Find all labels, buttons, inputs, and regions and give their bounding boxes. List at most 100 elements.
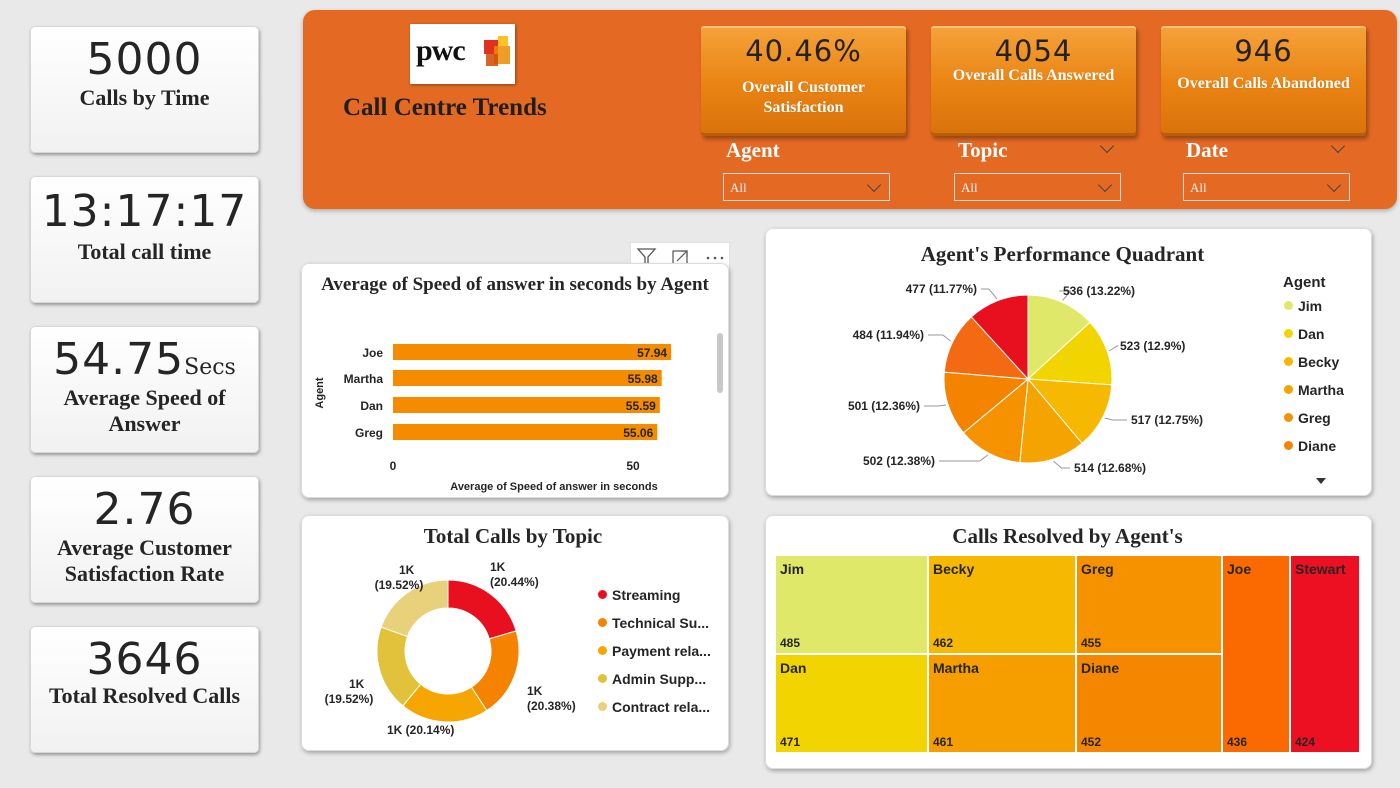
treemap-tile[interactable]: Becky 462 bbox=[928, 555, 1076, 654]
pie-slice[interactable] bbox=[1027, 294, 1091, 381]
chevron-down-icon bbox=[866, 177, 882, 193]
treemap-area: Jim 485 Dan 471 Becky 462 Martha 461 Greg 455 Dian… bbox=[775, 555, 1360, 753]
legend-dot-icon bbox=[1284, 329, 1293, 338]
tile-value: 461 bbox=[933, 735, 954, 749]
bar-category-label: Joe bbox=[362, 346, 383, 360]
kpi-label: Total Resolved Calls bbox=[48, 683, 241, 708]
legend-item[interactable]: Streaming bbox=[598, 587, 680, 603]
bar[interactable] bbox=[393, 370, 662, 386]
legend-dot-icon bbox=[598, 590, 607, 599]
scrollbar[interactable] bbox=[717, 333, 723, 393]
slice-label-percent: 1K (20.14%) bbox=[387, 723, 454, 737]
legend-dot-icon bbox=[598, 674, 607, 683]
pwc-logo: pwc bbox=[410, 24, 515, 84]
calls-by-topic-donut-chart[interactable]: Total Calls by Topic 1K (20.44%) 1K (20.38%… bbox=[301, 515, 729, 751]
slice-label: 501 (12.36%) bbox=[848, 399, 920, 413]
header-banner: pwc Call Centre Trends 40.46% Overall Cu… bbox=[303, 10, 1397, 209]
tile-value: 452 bbox=[1081, 735, 1102, 749]
kpi-total-resolved-calls: 3646 Total Resolved Calls bbox=[30, 626, 259, 753]
legend-item[interactable]: Martha bbox=[1284, 382, 1344, 398]
treemap-tile[interactable]: Martha 461 bbox=[928, 654, 1076, 753]
legend-label: Streaming bbox=[612, 587, 681, 603]
kpi-label: Total call time bbox=[77, 239, 212, 264]
legend-item[interactable]: Jim bbox=[1284, 298, 1322, 314]
tile-value: 424 bbox=[1295, 735, 1316, 749]
pie-slice[interactable] bbox=[970, 294, 1029, 381]
treemap-tile[interactable]: Stewart 424 bbox=[1290, 555, 1360, 753]
slicer-topic-dropdown[interactable]: All bbox=[954, 173, 1121, 201]
tile-label: Diane bbox=[1081, 660, 1120, 676]
pie-chart-plot: 536 (13.22%) 523 (12.9%) 517 (12.75%) 514 (… bbox=[848, 282, 1203, 475]
logo-text: pwc bbox=[416, 34, 466, 67]
bar-value-label: 55.59 bbox=[626, 399, 656, 413]
slicer-date-label: Date bbox=[1186, 138, 1228, 162]
legend-item[interactable]: Greg bbox=[1284, 410, 1331, 426]
bar-category-label: Martha bbox=[344, 372, 384, 386]
legend-scroll-down-icon[interactable] bbox=[1316, 478, 1326, 484]
legend-dot-icon bbox=[1284, 385, 1293, 394]
slicer-agent-value: All bbox=[730, 180, 747, 195]
legend-label: Greg bbox=[1298, 410, 1331, 426]
legend-label: Admin Supp... bbox=[612, 671, 707, 687]
kpi-label: Average Speed of Answer bbox=[63, 385, 226, 436]
legend-item[interactable]: Contract rela... bbox=[598, 699, 710, 715]
card-customer-satisfaction: 40.46% Overall Customer Satisfaction bbox=[701, 26, 906, 136]
treemap-tile[interactable]: Diane 452 bbox=[1076, 654, 1222, 753]
more-options-icon[interactable] bbox=[706, 256, 724, 260]
tile-label: Stewart bbox=[1295, 561, 1346, 577]
legend-label: Martha bbox=[1298, 382, 1344, 398]
legend-item[interactable]: Admin Supp... bbox=[598, 671, 706, 687]
legend-dot-icon bbox=[1284, 357, 1293, 366]
kpi-value: 13:17:17 bbox=[41, 186, 248, 237]
bar[interactable] bbox=[393, 397, 660, 413]
agent-performance-pie-chart[interactable]: Agent's Performance Quadrant 536 (13.22%… bbox=[765, 228, 1372, 496]
x-axis-label: Average of Speed of answer in seconds bbox=[450, 481, 657, 493]
card-label: Overall Calls Abandoned bbox=[1177, 75, 1350, 92]
legend-item[interactable]: Payment rela... bbox=[598, 643, 711, 659]
pie-slice[interactable] bbox=[962, 377, 1029, 464]
chevron-down-icon[interactable] bbox=[1099, 138, 1115, 154]
calls-resolved-treemap[interactable]: Calls Resolved by Agent's Jim 485 Dan 471 Be… bbox=[765, 515, 1372, 769]
donut-slice[interactable] bbox=[380, 579, 449, 638]
kpi-value: 54.75Secs bbox=[30, 334, 259, 385]
kpi-calls-by-time: 5000 Calls by Time bbox=[30, 26, 259, 153]
dashboard-title: Call Centre Trends bbox=[343, 94, 547, 121]
slice-label: 517 (12.75%) bbox=[1131, 413, 1203, 427]
chevron-down-icon[interactable] bbox=[1330, 138, 1346, 154]
leader-line bbox=[939, 454, 989, 462]
bar-value-label: 55.06 bbox=[623, 426, 653, 440]
slicer-agent-label: Agent bbox=[726, 138, 780, 162]
bar[interactable] bbox=[393, 344, 672, 360]
card-value: 4054 bbox=[994, 34, 1073, 68]
leader-line bbox=[1053, 460, 1070, 469]
chart-title: Agent's Performance Quadrant bbox=[920, 242, 1205, 266]
tile-value: 436 bbox=[1227, 735, 1248, 749]
treemap-tile[interactable]: Greg 455 bbox=[1076, 555, 1222, 654]
slice-label: 514 (12.68%) bbox=[1074, 461, 1146, 475]
slice-label-value: 1K bbox=[490, 560, 506, 574]
bar-category-label: Dan bbox=[360, 399, 383, 413]
tile-label: Greg bbox=[1081, 561, 1114, 577]
bar[interactable] bbox=[393, 424, 658, 440]
legend-item[interactable]: Dan bbox=[1284, 326, 1324, 342]
legend-item[interactable]: Becky bbox=[1284, 354, 1339, 370]
legend-item[interactable]: Technical Su... bbox=[598, 615, 709, 631]
treemap-tile[interactable]: Joe 436 bbox=[1222, 555, 1290, 753]
slicer-agent-dropdown[interactable]: All bbox=[723, 173, 890, 201]
pie-slice[interactable] bbox=[943, 371, 1030, 434]
kpi-value: 5000 bbox=[86, 34, 203, 85]
legend-dot-icon bbox=[1284, 301, 1293, 310]
legend-dot-icon bbox=[598, 646, 607, 655]
treemap-tile[interactable]: Dan 471 bbox=[775, 654, 928, 753]
treemap-tile[interactable]: Jim 485 bbox=[775, 555, 928, 654]
pie-slice[interactable] bbox=[1026, 321, 1113, 386]
pie-slice[interactable] bbox=[943, 316, 1030, 380]
speed-of-answer-bar-chart[interactable]: Average of Speed of answer in seconds by… bbox=[301, 263, 729, 498]
leader-line bbox=[981, 288, 998, 300]
legend-item[interactable]: Diane bbox=[1284, 438, 1336, 454]
slice-label: 536 (13.22%) bbox=[1063, 284, 1135, 298]
pie-slice[interactable] bbox=[1019, 377, 1083, 464]
x-tick-label: 0 bbox=[390, 459, 397, 473]
pie-slice[interactable] bbox=[1026, 378, 1113, 445]
slicer-date-dropdown[interactable]: All bbox=[1183, 173, 1350, 201]
